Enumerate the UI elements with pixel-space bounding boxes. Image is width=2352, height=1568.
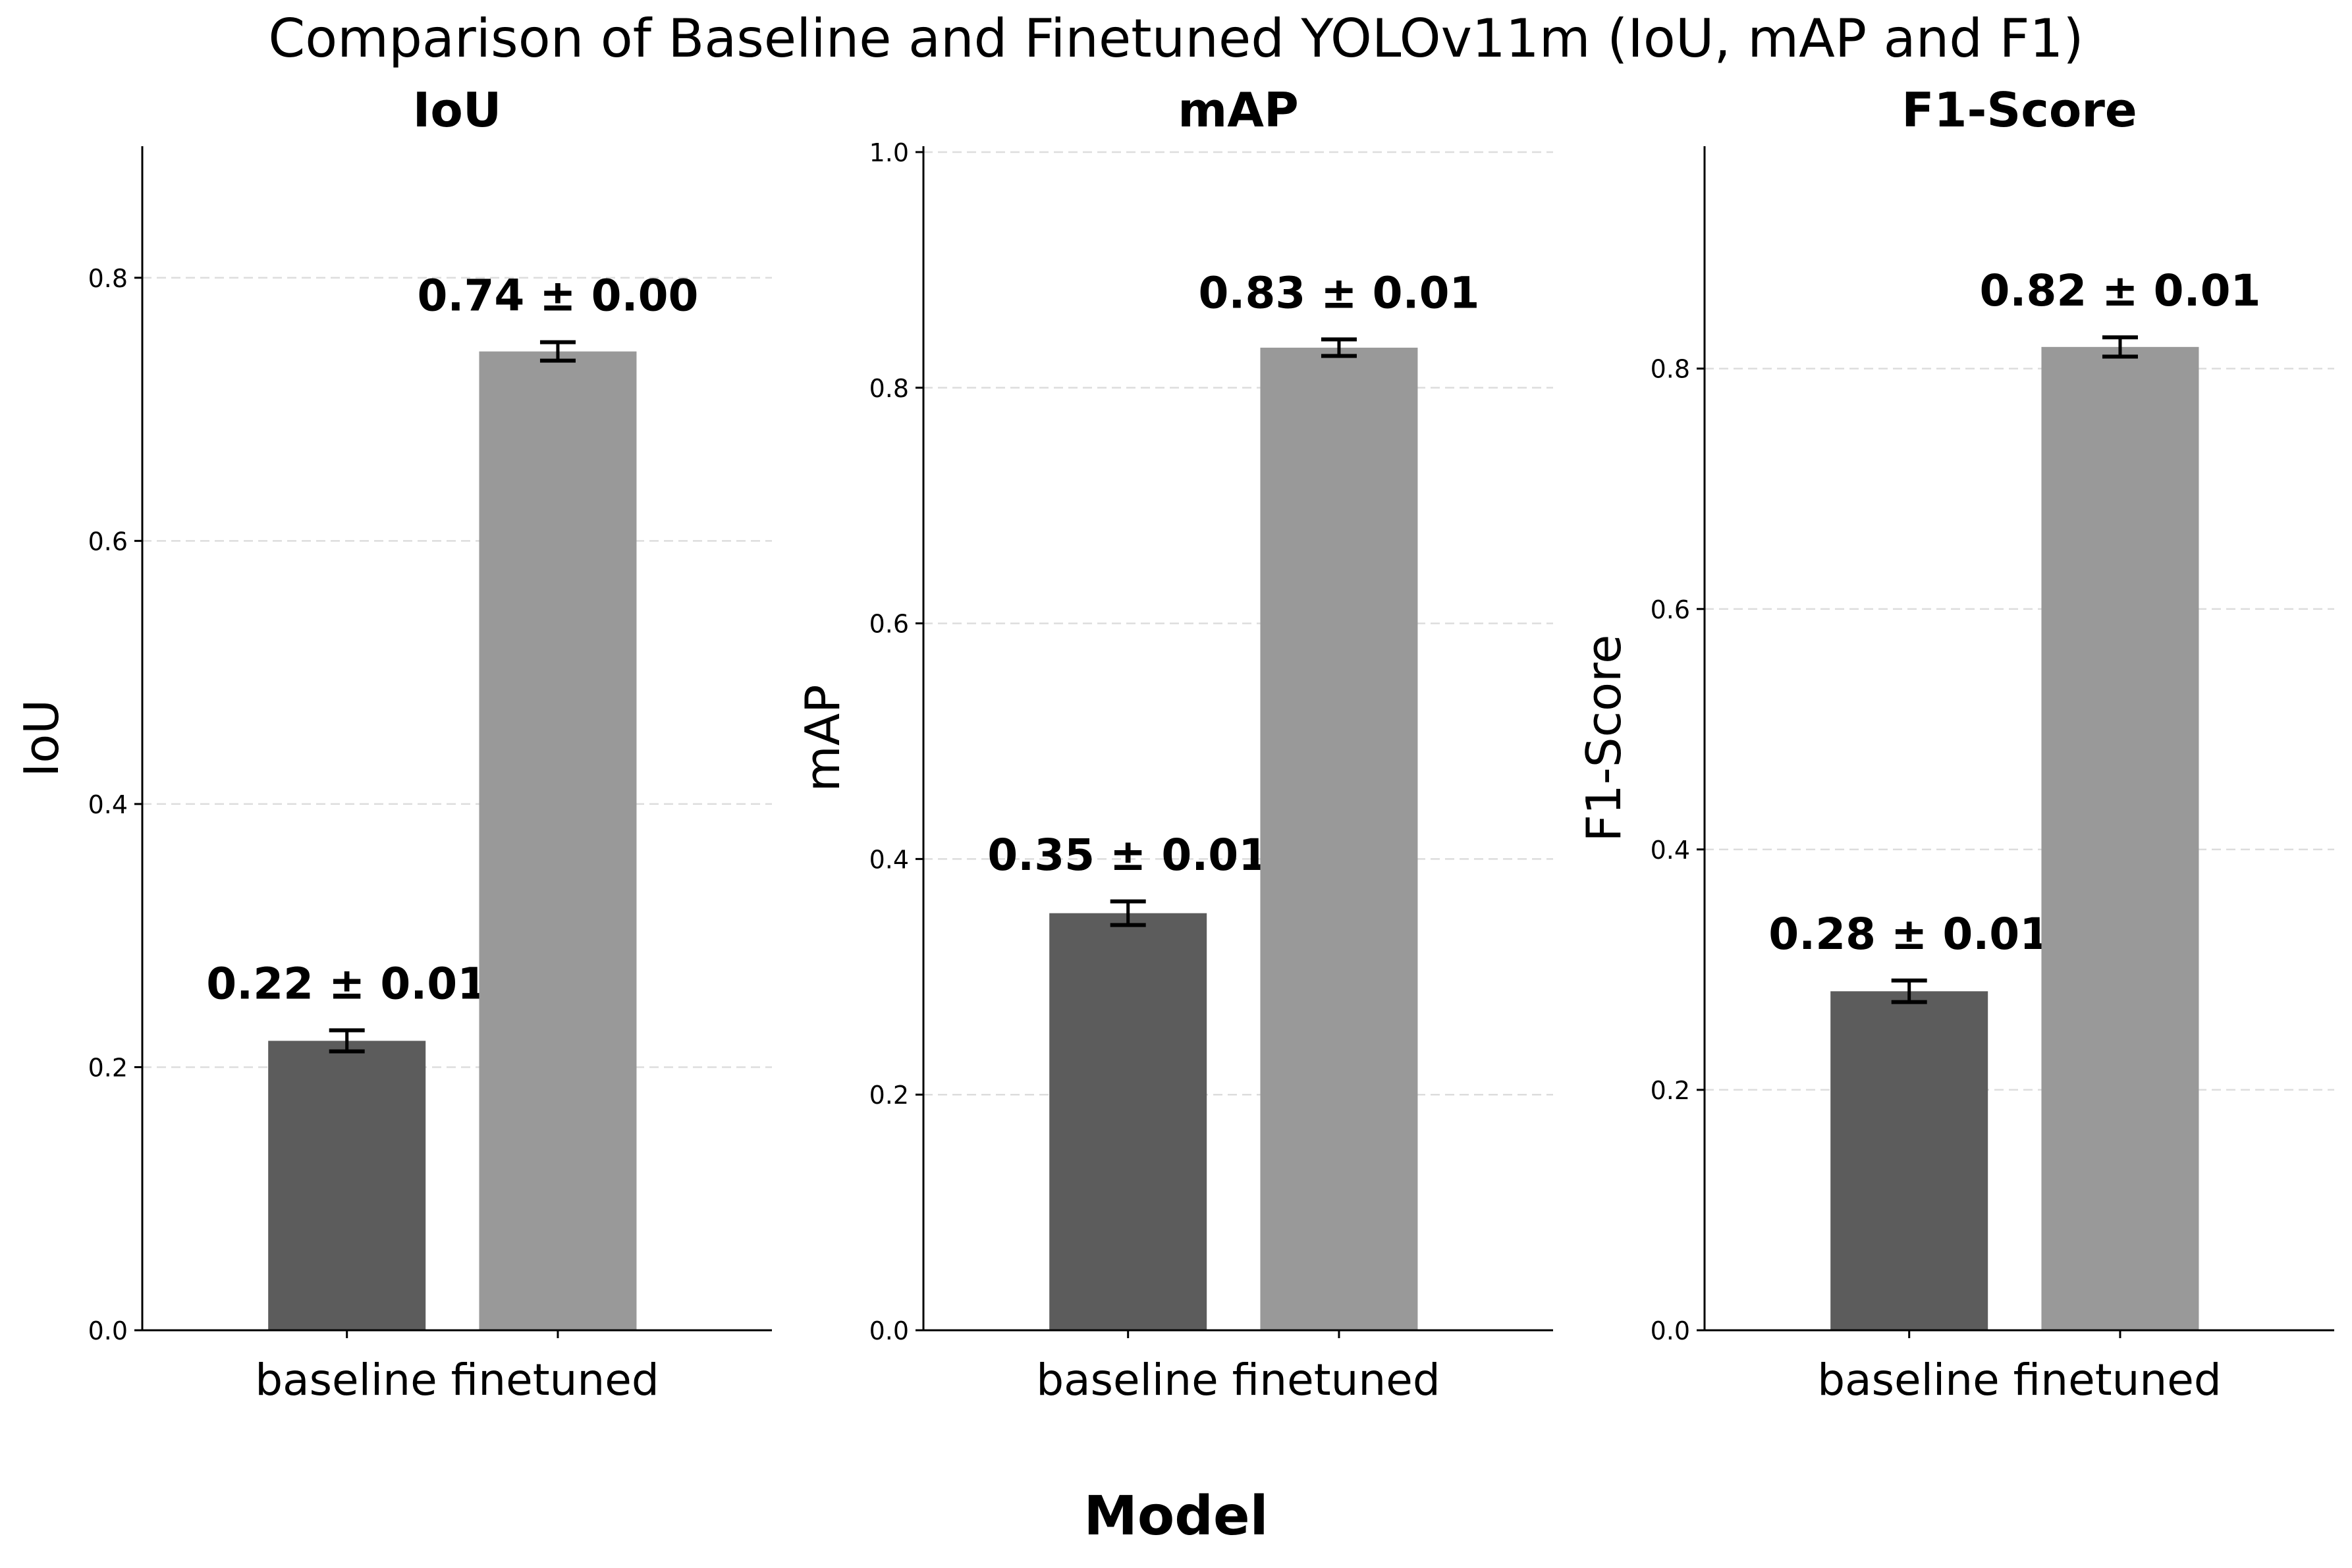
- panel-1-ytick-label: 0.8: [88, 264, 128, 293]
- panel-3-finetuned-value-label: 0.82 ± 0.01: [1979, 265, 2260, 316]
- figure-xlabel: Model: [1083, 1485, 1269, 1548]
- panel-1-finetuned-value-label: 0.74 ± 0.00: [417, 271, 698, 321]
- panel-3-ytick-label: 0.6: [1651, 595, 1690, 624]
- panel-2-ytick-label: 0.6: [869, 610, 909, 639]
- panel-2-finetuned-value-label: 0.83 ± 0.01: [1198, 267, 1479, 318]
- figure-title: Comparison of Baseline and Finetuned YOL…: [268, 8, 2084, 69]
- panel-2-ytick-label: 0.4: [869, 845, 909, 874]
- panel-3-baseline-value-label: 0.28 ± 0.01: [1768, 909, 2050, 960]
- panel-3-title: F1-Score: [1901, 82, 2137, 138]
- panel-3-finetuned-bar: [2041, 346, 2199, 1330]
- panel-2-ytick-label: 1.0: [869, 138, 909, 167]
- panel-1-title: IoU: [413, 82, 502, 138]
- panel-2-baseline-bar: [1049, 913, 1207, 1330]
- panel-2-ytick-label: 0.8: [869, 374, 909, 403]
- panel-1-xtick-label: baseline finetuned: [255, 1355, 659, 1405]
- panel-1-ylabel: IoU: [14, 699, 69, 777]
- panel-2-ylabel: mAP: [795, 685, 850, 792]
- panel-2-title: mAP: [1178, 82, 1299, 138]
- panel-1-finetuned-bar: [479, 351, 637, 1330]
- panel-1-baseline-bar: [268, 1041, 426, 1330]
- panel-2-ytick-label: 0.2: [869, 1081, 909, 1110]
- panel-2-finetuned-bar: [1260, 347, 1418, 1330]
- panel-3-xtick-label: baseline finetuned: [1817, 1355, 2221, 1405]
- panel-1-ytick-label: 0.4: [88, 790, 128, 819]
- panel-3-ytick-label: 0.2: [1651, 1076, 1690, 1105]
- panel-2-ytick-label: 0.0: [869, 1316, 909, 1345]
- panel-3-ytick-label: 0.8: [1651, 355, 1690, 384]
- panel-3-ytick-label: 0.0: [1651, 1316, 1690, 1345]
- panel-2-baseline-value-label: 0.35 ± 0.01: [987, 830, 1269, 880]
- panel-3-baseline-bar: [1830, 991, 1988, 1330]
- panel-3-ylabel: F1-Score: [1576, 635, 1631, 842]
- panel-1-ytick-label: 0.0: [88, 1316, 128, 1345]
- panel-1-ytick-label: 0.2: [88, 1053, 128, 1082]
- panel-3-ytick-label: 0.4: [1651, 836, 1690, 865]
- panel-1-ytick-label: 0.6: [88, 527, 128, 556]
- panel-2-xtick-label: baseline finetuned: [1036, 1355, 1440, 1405]
- panel-1-baseline-value-label: 0.22 ± 0.01: [206, 959, 487, 1010]
